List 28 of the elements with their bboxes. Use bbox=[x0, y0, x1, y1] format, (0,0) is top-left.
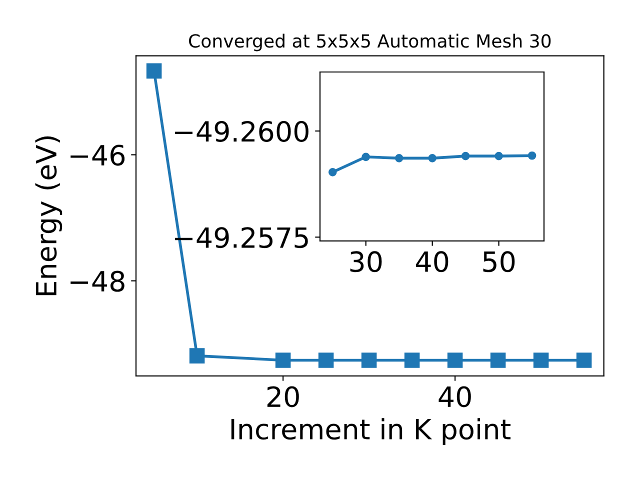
y-tick-label: −46 bbox=[70, 144, 125, 166]
point bbox=[146, 63, 162, 79]
y-tick-label: −48 bbox=[70, 270, 124, 292]
x-tick-label: 50 bbox=[483, 251, 515, 272]
point bbox=[394, 154, 404, 162]
point bbox=[490, 352, 506, 368]
point bbox=[361, 352, 377, 368]
point bbox=[275, 352, 291, 368]
point bbox=[362, 152, 370, 162]
y-axis-title: Energy (eV) bbox=[35, 136, 62, 296]
x-tick-label: 20 bbox=[267, 386, 299, 408]
point bbox=[318, 352, 334, 368]
point bbox=[528, 151, 536, 160]
point bbox=[576, 352, 592, 368]
point bbox=[189, 348, 205, 364]
point bbox=[461, 152, 470, 160]
x-axis-title: Increment in K point bbox=[231, 418, 510, 446]
point bbox=[533, 352, 549, 368]
point bbox=[328, 168, 337, 176]
point bbox=[494, 152, 503, 160]
x-tick-label: 40 bbox=[416, 251, 448, 272]
point bbox=[404, 352, 420, 368]
y-tick-label: −49.2600 bbox=[175, 120, 308, 142]
chart-title: Converged at 5x5x5 Automatic Mesh 30 bbox=[189, 34, 551, 52]
point bbox=[447, 352, 463, 368]
point bbox=[428, 154, 436, 162]
x-tick-label: 40 bbox=[438, 386, 471, 408]
x-tick-label: 30 bbox=[350, 251, 382, 272]
